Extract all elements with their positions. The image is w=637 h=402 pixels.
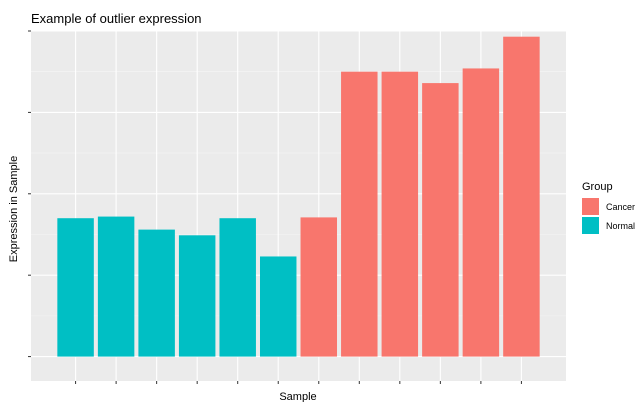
chart-title: Example of outlier expression — [31, 11, 202, 26]
bar-cancer — [503, 36, 540, 357]
y-axis-title: Expression in Sample — [8, 156, 20, 262]
y-axis-ticks — [28, 30, 31, 358]
bar-normal — [97, 216, 135, 357]
legend-title: Group — [582, 181, 613, 193]
bar-cancer — [381, 71, 419, 357]
legend-label-cancer: Cancer — [606, 202, 635, 212]
x-axis-ticks — [75, 381, 522, 384]
bar-normal — [259, 256, 297, 357]
legend-swatch-cancer — [582, 198, 599, 215]
bar-cancer — [341, 71, 378, 357]
bars — [57, 36, 540, 357]
bar-cancer — [462, 68, 500, 357]
legend: Group Cancer Normal — [582, 181, 635, 234]
bar-normal — [219, 218, 256, 357]
legend-swatch-normal — [582, 217, 599, 234]
bar-normal — [178, 235, 216, 357]
bar-cancer — [422, 83, 459, 357]
x-axis-title: Sample — [279, 391, 316, 402]
bar-normal — [57, 218, 94, 357]
legend-label-normal: Normal — [606, 221, 635, 231]
bar-cancer — [300, 217, 338, 357]
bar-normal — [138, 229, 175, 357]
